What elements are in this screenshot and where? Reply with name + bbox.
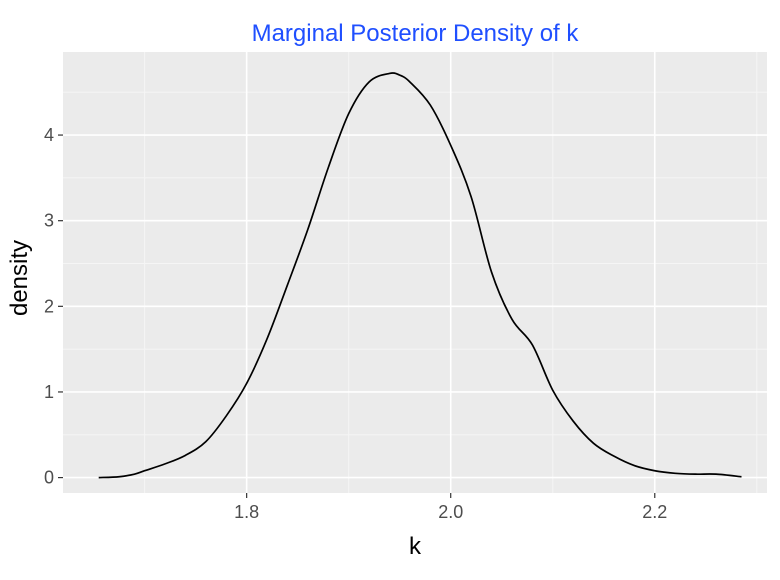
density-point <box>205 441 206 442</box>
density-point <box>471 196 472 197</box>
y-tick-label: 3 <box>44 211 54 231</box>
density-point <box>715 474 716 475</box>
major-grid <box>63 52 767 493</box>
density-point <box>226 415 227 416</box>
density-point <box>450 145 451 146</box>
density-curve <box>98 72 742 479</box>
x-tick-label: 2.0 <box>438 502 463 522</box>
y-tick-labels: 0 1 2 3 4 <box>44 125 54 488</box>
chart-title: Marginal Posterior Density of k <box>252 20 580 47</box>
minor-grid <box>63 52 767 493</box>
density-point <box>409 81 410 82</box>
density-point <box>328 167 329 168</box>
density-point <box>144 470 145 471</box>
density-point <box>119 476 120 477</box>
density-point <box>430 105 431 106</box>
y-tick-label: 1 <box>44 382 54 402</box>
x-axis-title: k <box>409 533 422 560</box>
density-point <box>552 390 553 391</box>
density-point <box>654 470 655 471</box>
density-point <box>613 456 614 457</box>
series-layer <box>98 72 742 479</box>
density-point <box>165 463 166 464</box>
plot-panel <box>63 52 767 493</box>
density-point <box>741 476 742 477</box>
x-tick-label: 1.8 <box>234 502 259 522</box>
y-tick-label: 2 <box>44 296 54 316</box>
density-point <box>134 474 135 475</box>
x-tick-label: 2.2 <box>642 502 667 522</box>
density-point <box>675 473 676 474</box>
density-point <box>593 443 594 444</box>
density-point <box>511 319 512 320</box>
density-point <box>634 465 635 466</box>
density-point <box>491 272 492 273</box>
density-point <box>246 383 247 384</box>
density-point <box>695 474 696 475</box>
x-tick-labels: 1.8 2.0 2.2 <box>234 502 667 522</box>
y-tick-label: 0 <box>44 468 54 488</box>
density-point <box>98 477 99 478</box>
density-point <box>369 81 370 82</box>
density-point <box>348 113 349 114</box>
y-axis-title: density <box>6 240 33 316</box>
axis-ticks <box>58 134 656 498</box>
y-tick-label: 4 <box>44 125 54 145</box>
density-point <box>532 344 533 345</box>
density-point <box>185 455 186 456</box>
density-point <box>287 284 288 285</box>
density-point <box>399 75 400 76</box>
density-point <box>573 421 574 422</box>
density-point <box>267 338 268 339</box>
density-point <box>307 229 308 230</box>
density-point <box>389 73 390 74</box>
